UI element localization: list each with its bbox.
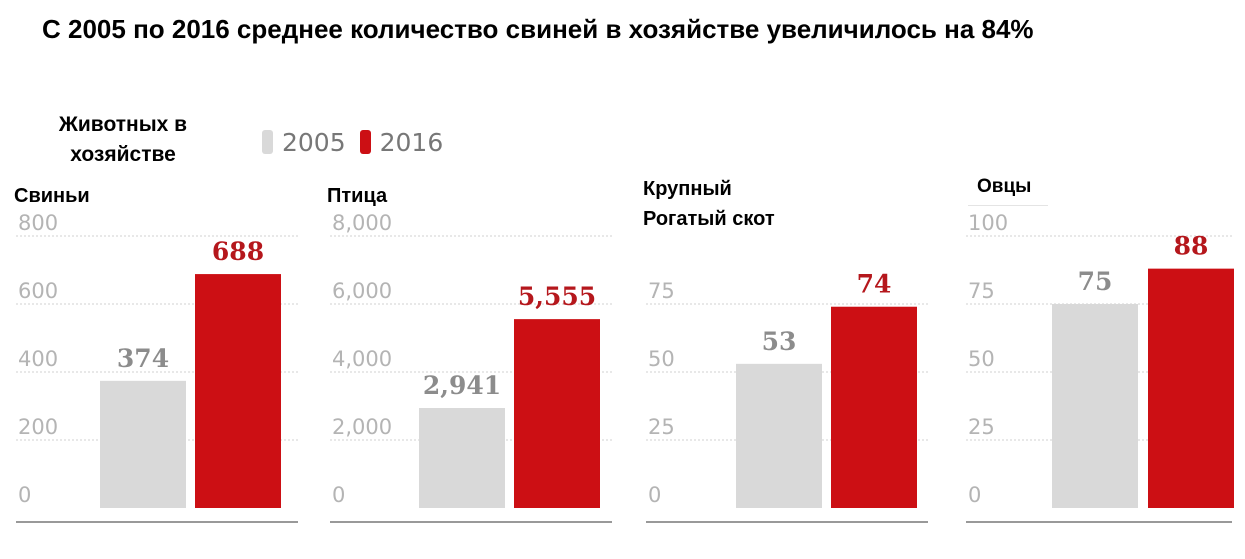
value-label-poultry-2016: 5,555 — [518, 282, 596, 311]
panel-title-cattle-line-1: Крупный — [643, 178, 732, 200]
bar-sheep-2016 — [1148, 268, 1234, 508]
panel-title-sheep: Овцы — [977, 172, 1031, 202]
bar-cattle-2005 — [736, 363, 822, 508]
legend-item-2005: 2005 — [262, 128, 346, 157]
y-tick-label-cattle: 25 — [648, 415, 675, 439]
value-label-pigs-2005: 374 — [117, 344, 169, 373]
y-tick-label-cattle: 75 — [648, 279, 675, 303]
y-tick-label-pigs: 600 — [18, 279, 58, 303]
value-label-sheep-2005: 75 — [1078, 267, 1113, 296]
bar-cattle-2016 — [831, 306, 917, 508]
y-tick-label-poultry: 6,000 — [332, 279, 392, 303]
unit-label-line-2: хозяйстве — [70, 143, 176, 166]
value-label-cattle-2005: 53 — [762, 327, 797, 356]
y-tick-label-poultry: 8,000 — [332, 211, 392, 235]
value-label-pigs-2016: 688 — [212, 237, 264, 266]
bar-sheep-2005 — [1052, 304, 1138, 508]
panel-title-sheep-line: Овцы — [977, 176, 1032, 197]
bar-poultry-2016 — [514, 319, 600, 508]
y-tick-label-pigs: 200 — [18, 415, 58, 439]
y-tick-label-sheep: 75 — [968, 279, 995, 303]
value-label-poultry-2005: 2,941 — [423, 371, 501, 400]
legend: 2005 2016 — [262, 124, 457, 160]
y-tick-label-poultry: 2,000 — [332, 415, 392, 439]
y-tick-label-cattle: 0 — [648, 483, 661, 507]
unit-label: Животных в хозяйстве — [48, 110, 198, 170]
y-tick-label-pigs: 800 — [18, 211, 58, 235]
legend-label-2016: 2016 — [379, 127, 444, 157]
y-tick-label-sheep: 100 — [968, 211, 1008, 235]
page-title: С 2005 по 2016 среднее количество свиней… — [42, 14, 1034, 44]
bar-pigs-2005 — [100, 380, 186, 508]
panel-title-sheep-underline — [968, 205, 1048, 206]
y-tick-label-pigs: 0 — [18, 483, 31, 507]
panel-title-poultry-line: Птица — [327, 185, 388, 207]
bar-pigs-2016 — [195, 274, 281, 508]
legend-label-2005: 2005 — [282, 127, 346, 157]
y-tick-label-pigs: 400 — [18, 347, 58, 371]
y-tick-label-poultry: 4,000 — [332, 347, 392, 371]
bar-poultry-2005 — [419, 408, 505, 508]
panel-title-cattle-line-2: Рогатый скот — [643, 208, 775, 230]
value-label-cattle-2016: 74 — [857, 270, 892, 299]
y-tick-label-sheep: 50 — [968, 347, 995, 371]
y-tick-label-sheep: 25 — [968, 415, 995, 439]
value-label-sheep-2016: 88 — [1174, 232, 1209, 261]
panel-title-cattle: Крупный Рогатый скот — [643, 174, 775, 234]
unit-label-line-1: Животных в — [58, 113, 188, 136]
panel-title-poultry: Птица — [327, 181, 387, 211]
panel-title-pigs: Свиньи — [14, 181, 90, 211]
legend-item-2016: 2016 — [359, 127, 444, 157]
y-tick-label-poultry: 0 — [332, 483, 345, 507]
y-tick-label-cattle: 50 — [648, 347, 675, 371]
legend-swatch-2016 — [359, 130, 371, 154]
y-tick-label-sheep: 0 — [968, 483, 981, 507]
legend-swatch-2005 — [262, 130, 273, 154]
panel-title-pigs-line: Свиньи — [14, 185, 90, 207]
